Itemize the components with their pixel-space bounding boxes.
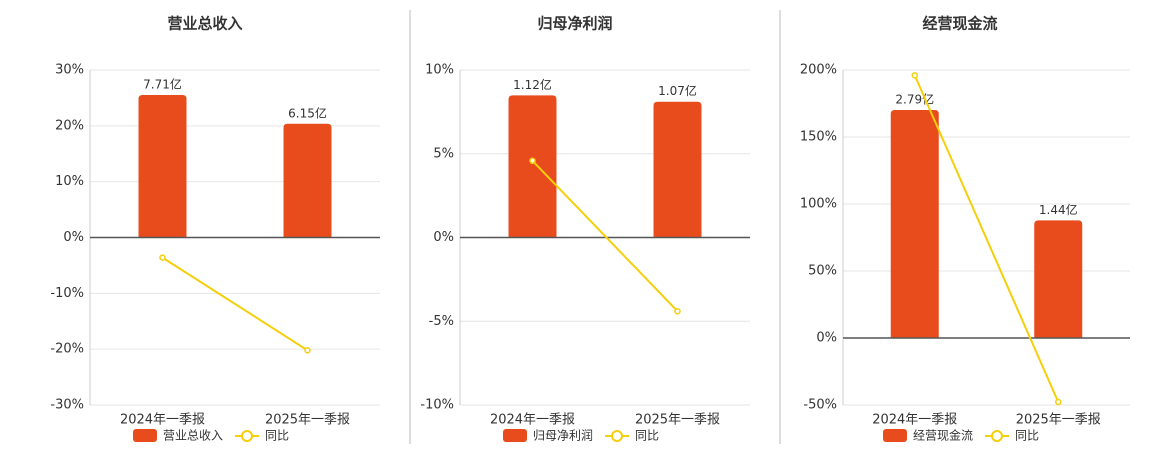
legend-swatch [611,430,624,442]
value-label: 7.71亿 [143,76,182,91]
legend-label: 同比 [1015,429,1039,443]
bar [890,110,939,338]
line [913,74,1060,403]
x-tick-label: 2024年一季报 [872,413,957,428]
y-tick-label: 10% [425,63,454,78]
point [674,307,681,315]
legend-label: 营业总收入 [163,429,223,443]
legend-swatch [883,429,907,442]
x-tick-label: 2025年一季报 [1016,413,1101,428]
value-label: 1.07亿 [658,83,697,98]
point [529,157,536,165]
bar [283,123,332,238]
chart-title: 归母净利润 [537,15,612,33]
y-tick-label: 200% [800,63,837,78]
y-tick-label: 150% [800,130,837,145]
y-tick-label: -10% [420,398,454,413]
legend-label: 同比 [635,429,659,443]
legend-swatch [133,429,157,442]
legend-label: 归母净利润 [533,429,593,443]
legend-swatch [503,429,527,442]
y-tick-label: -10% [50,286,84,301]
y-tick-label: 10% [55,174,84,189]
y-tick-label: -30% [50,398,84,413]
bar [1034,220,1083,338]
legend-swatch [241,430,254,442]
y-tick-label: 0% [816,331,837,346]
bar [508,95,557,238]
y-tick-label: -50% [803,398,837,413]
y-tick-label: 0% [433,230,454,245]
x-tick-label: 2025年一季报 [635,413,720,428]
chart-title: 营业总收入 [167,15,242,33]
bar [138,94,187,238]
legend-label: 经营现金流 [913,428,973,443]
y-tick-label: 50% [808,264,837,279]
bar [653,101,702,238]
y-tick-label: 100% [800,197,837,212]
point [1055,398,1062,406]
value-label: 6.15亿 [288,105,327,120]
x-tick-label: 2025年一季报 [265,413,350,428]
legend-swatch [991,430,1004,442]
point [911,72,918,79]
line [531,160,679,312]
y-tick-label: 30% [55,63,84,78]
x-tick-label: 2024年一季报 [120,413,205,428]
x-tick-label: 2024年一季报 [490,413,575,428]
legend-label: 同比 [265,429,289,443]
point [159,254,166,261]
chart-title: 经营现金流 [922,15,997,33]
point [304,347,311,354]
y-tick-label: -5% [429,314,454,329]
line [161,256,309,352]
value-label: 1.44亿 [1039,202,1078,217]
y-tick-label: -20% [50,342,84,357]
y-tick-label: 0% [63,230,84,245]
y-tick-label: 20% [55,118,84,133]
y-tick-label: 5% [433,146,454,161]
value-label: 1.12亿 [513,77,552,92]
